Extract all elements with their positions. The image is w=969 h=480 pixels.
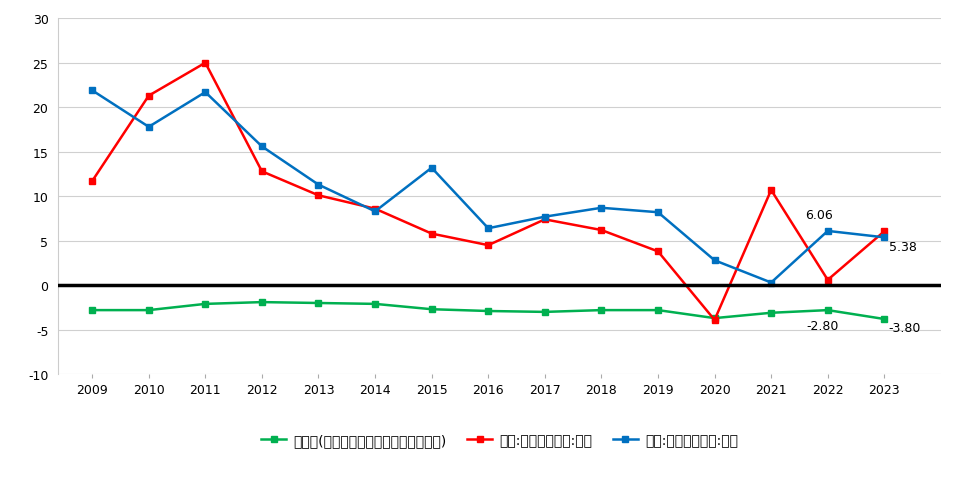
赤字率(全国公共财政收支总量差额口径): [200, 301, 211, 307]
赤字率(全国公共财政收支总量差额口径): [651, 308, 663, 313]
中国:公共财政收入:同比: [708, 317, 720, 323]
中国:公共财政收入:同比: [256, 169, 267, 175]
中国:公共财政收入:同比: [651, 249, 663, 255]
中国:公共财政收入:同比: [878, 229, 890, 235]
中国:公共财政支出:同比: [86, 88, 98, 94]
中国:公共财政支出:同比: [425, 166, 437, 171]
赤字率(全国公共财政收支总量差额口径): [765, 310, 776, 316]
赤字率(全国公共财政收支总量差额口径): [256, 300, 267, 305]
中国:公共财政支出:同比: [821, 228, 832, 234]
中国:公共财政支出:同比: [651, 210, 663, 216]
赤字率(全国公共财政收支总量差额口径): [142, 308, 154, 313]
赤字率(全国公共财政收支总量差额口径): [369, 301, 381, 307]
赤字率(全国公共财政收支总量差额口径): [878, 316, 890, 322]
中国:公共财政收入:同比: [539, 217, 550, 223]
中国:公共财政支出:同比: [256, 144, 267, 150]
中国:公共财政支出:同比: [765, 280, 776, 286]
中国:公共财政支出:同比: [482, 226, 493, 232]
赤字率(全国公共财政收支总量差额口径): [86, 308, 98, 313]
中国:公共财政收入:同比: [482, 243, 493, 249]
中国:公共财政支出:同比: [312, 182, 324, 188]
Text: 5.38: 5.38: [888, 240, 916, 253]
Line: 赤字率(全国公共财政收支总量差额口径): 赤字率(全国公共财政收支总量差额口径): [88, 299, 887, 323]
中国:公共财政支出:同比: [142, 125, 154, 131]
赤字率(全国公共财政收支总量差额口径): [312, 300, 324, 306]
中国:公共财政收入:同比: [821, 277, 832, 283]
中国:公共财政支出:同比: [200, 90, 211, 96]
中国:公共财政收入:同比: [200, 61, 211, 67]
Text: -2.80: -2.80: [805, 319, 837, 332]
中国:公共财政收入:同比: [142, 94, 154, 99]
赤字率(全国公共财政收支总量差额口径): [425, 307, 437, 312]
Legend: 赤字率(全国公共财政收支总量差额口径), 中国:公共财政收入:同比, 中国:公共财政支出:同比: 赤字率(全国公共财政收支总量差额口径), 中国:公共财政收入:同比, 中国:公共…: [256, 428, 742, 453]
Text: -3.80: -3.80: [888, 321, 921, 334]
Line: 中国:公共财政收入:同比: 中国:公共财政收入:同比: [88, 60, 887, 324]
中国:公共财政支出:同比: [595, 205, 607, 211]
中国:公共财政收入:同比: [595, 228, 607, 233]
Text: 6.06: 6.06: [804, 208, 832, 221]
中国:公共财政收入:同比: [369, 206, 381, 212]
中国:公共财政收入:同比: [86, 179, 98, 185]
中国:公共财政支出:同比: [369, 209, 381, 215]
中国:公共财政收入:同比: [425, 231, 437, 237]
赤字率(全国公共财政收支总量差额口径): [708, 315, 720, 321]
中国:公共财政收入:同比: [312, 193, 324, 199]
赤字率(全国公共财政收支总量差额口径): [595, 308, 607, 313]
Line: 中国:公共财政支出:同比: 中国:公共财政支出:同比: [88, 88, 887, 287]
中国:公共财政支出:同比: [878, 235, 890, 240]
赤字率(全国公共财政收支总量差额口径): [821, 308, 832, 313]
中国:公共财政收入:同比: [765, 188, 776, 193]
中国:公共财政支出:同比: [708, 258, 720, 264]
赤字率(全国公共财政收支总量差额口径): [539, 310, 550, 315]
赤字率(全国公共财政收支总量差额口径): [482, 309, 493, 314]
中国:公共财政支出:同比: [539, 215, 550, 220]
